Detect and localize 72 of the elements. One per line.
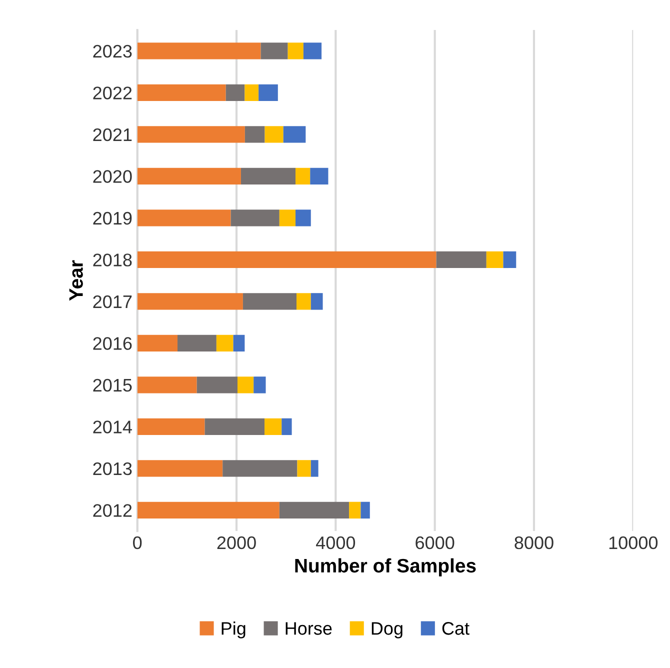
x-axis-title: Number of Samples [295,558,476,576]
bar [283,126,306,143]
bar [137,460,223,477]
y-tick-label: 2015 [93,378,132,392]
y-axis-title: Year [69,260,83,301]
bar [137,376,197,394]
bar [137,334,178,352]
x-tick-label: 2000 [217,536,256,550]
bar [360,502,370,519]
y-tick-label: 2018 [93,254,132,266]
x-tick-label: 6000 [416,536,454,550]
bar [137,42,261,60]
bar [226,84,245,102]
bar [288,42,304,60]
bar [244,126,265,143]
bar [222,460,298,477]
y-tick-label: 2019 [93,212,132,225]
bar [204,418,265,436]
bar [303,42,322,60]
bar [486,251,504,268]
y-tick-label: 2020 [93,170,132,183]
legend-label: Horse [286,622,332,635]
bar [137,418,205,436]
bar [137,293,243,310]
bar [258,84,278,102]
y-tick-label: 2014 [93,420,132,434]
bar [137,251,436,268]
bar [196,376,238,394]
legend-label: Pig [222,622,246,638]
y-tick-label: 2016 [93,337,132,350]
y-tick-label: 2023 [93,44,132,58]
bar [240,168,296,185]
bar [216,334,234,352]
y-tick-label: 2012 [93,504,132,517]
bar [296,168,310,185]
bar [310,460,318,477]
legend-label: Cat [442,622,470,635]
bar [264,126,284,143]
y-tick-label: 2017 [93,295,132,308]
bar [178,334,216,352]
legend-label: Dog [372,622,402,638]
bar [254,376,266,394]
bar [436,251,486,268]
x-tick-label: 4000 [316,536,356,550]
bar [137,126,245,143]
bar [279,502,350,519]
x-tick-label: 10000 [609,536,658,550]
bar [310,168,328,185]
bar [297,460,311,477]
bar [242,293,296,310]
y-tick-label: 2022 [93,86,132,100]
bar [137,502,280,519]
bar [310,293,323,310]
bar [282,418,292,436]
bar [244,84,259,102]
x-tick-label: 0 [133,536,142,550]
bar [137,210,231,226]
y-tick-label: 2021 [93,128,132,142]
y-tick-label: 2013 [93,462,132,476]
bar [137,168,241,185]
bar [296,210,311,226]
bar [238,376,254,394]
bar [279,210,296,226]
bar [137,84,226,102]
bar [264,418,282,436]
bar [503,251,516,268]
bar [230,210,280,226]
bar [260,42,288,60]
bar [349,502,361,519]
bar [296,293,311,310]
bar [233,334,245,352]
x-tick-label: 8000 [514,536,554,550]
